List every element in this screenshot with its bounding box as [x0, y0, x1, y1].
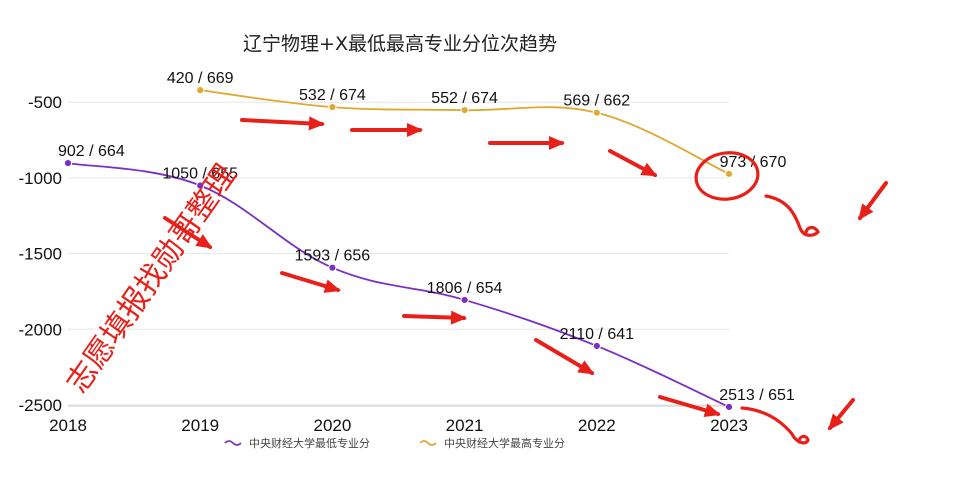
- data-label: 2513 / 651: [719, 387, 795, 404]
- x-axis: 2018 2019 2020 2021 2022 2023: [49, 405, 748, 435]
- watermark-text: 志愿填报找勋哥整理: [60, 158, 244, 399]
- hand-drawn-annotations: [163, 116, 888, 445]
- scribble-annotation: [764, 194, 820, 237]
- data-point: [328, 263, 337, 272]
- data-label: 569 / 662: [563, 93, 630, 110]
- data-label: 532 / 674: [299, 87, 366, 104]
- legend-label: 中央财经大学最高专业分: [444, 436, 565, 450]
- data-labels: 902 / 664 1050 / 655 1593 / 656 1806 / 654 2…: [58, 70, 795, 404]
- data-point: [724, 402, 734, 412]
- scribble-annotation: [740, 406, 810, 445]
- x-tick-label: 2020: [313, 416, 351, 435]
- data-point: [724, 169, 734, 178]
- data-point: [196, 86, 205, 95]
- data-label: 1806 / 654: [427, 280, 503, 297]
- series-points: [63, 86, 734, 412]
- arrow-annotation: [858, 181, 888, 221]
- y-tick-label: -2500: [19, 396, 62, 415]
- data-label: 902 / 664: [58, 143, 125, 160]
- x-tick-label: 2021: [446, 416, 484, 435]
- data-point: [460, 295, 469, 305]
- y-tick-label: -1500: [19, 245, 62, 264]
- y-tick-label: -500: [28, 93, 62, 112]
- data-point: [592, 341, 601, 351]
- arrow-annotation: [828, 398, 855, 431]
- legend-label: 中央财经大学最低专业分: [249, 436, 370, 450]
- arrow-annotation: [350, 123, 423, 137]
- arrow-annotation: [488, 136, 565, 150]
- y-tick-label: -1000: [19, 169, 62, 188]
- y-tick-label: -2000: [19, 320, 62, 339]
- arrow-annotation: [163, 216, 213, 249]
- arrow-annotation: [402, 310, 467, 325]
- data-point: [196, 181, 205, 190]
- data-label: 1593 / 656: [295, 248, 371, 265]
- arrow-annotation: [240, 116, 325, 131]
- x-tick-label: 2023: [710, 416, 748, 435]
- x-tick-label: 2019: [181, 416, 219, 435]
- highlight-circle: [694, 151, 760, 201]
- data-label: 1050 / 655: [162, 166, 238, 183]
- legend-swatch: [419, 440, 437, 446]
- x-tick-label: 2018: [49, 416, 87, 435]
- arrow-annotation: [280, 271, 341, 293]
- x-tick-label: 2022: [578, 416, 616, 435]
- y-axis: -500 -1000 -1500 -2000 -2500: [19, 93, 62, 415]
- chart-title: 辽宁物理+X最低最高专业分位次趋势: [243, 33, 557, 55]
- arrow-annotation: [534, 338, 595, 375]
- legend-swatch: [224, 440, 242, 446]
- data-point: [63, 159, 73, 168]
- arrow-annotation: [608, 149, 658, 177]
- data-label: 552 / 674: [431, 90, 498, 107]
- data-point: [460, 106, 469, 115]
- data-label: 2110 / 641: [560, 326, 635, 343]
- data-point: [592, 108, 601, 117]
- series-line-0: [67, 162, 730, 408]
- data-point: [328, 102, 337, 112]
- arrow-annotation: [658, 395, 721, 418]
- legend: 中央财经大学最低专业分 中央财经大学最高专业分: [224, 436, 565, 450]
- data-label: 420 / 669: [167, 70, 234, 87]
